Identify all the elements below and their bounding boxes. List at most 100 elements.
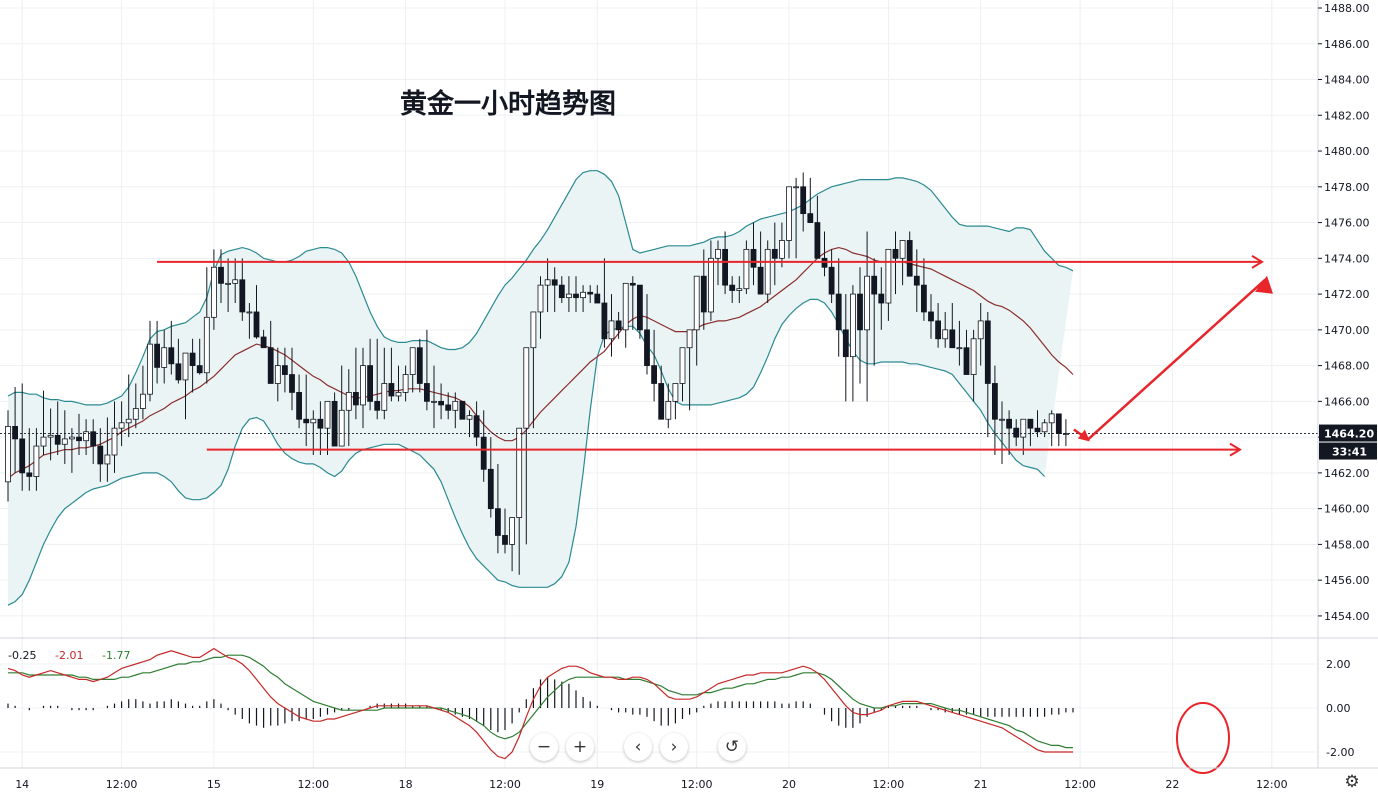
- candle[interactable]: [729, 276, 736, 304]
- candle[interactable]: [708, 240, 714, 321]
- candle[interactable]: [40, 390, 47, 455]
- candle[interactable]: [154, 320, 161, 384]
- candle[interactable]: [1006, 410, 1012, 455]
- candle[interactable]: [260, 329, 267, 349]
- candle[interactable]: [69, 428, 75, 473]
- candle[interactable]: [367, 338, 374, 411]
- candle[interactable]: [537, 276, 544, 339]
- candle[interactable]: [338, 365, 345, 447]
- candle[interactable]: [97, 428, 104, 482]
- candle[interactable]: [381, 347, 388, 420]
- candle[interactable]: [608, 294, 615, 357]
- candle[interactable]: [253, 285, 260, 339]
- candle[interactable]: [999, 401, 1005, 464]
- candle[interactable]: [587, 285, 594, 304]
- candle[interactable]: [828, 249, 835, 304]
- candle[interactable]: [26, 428, 33, 491]
- candle[interactable]: [764, 240, 771, 304]
- candle[interactable]: [139, 365, 146, 420]
- candle[interactable]: [189, 338, 196, 393]
- candle[interactable]: [147, 320, 153, 402]
- candle[interactable]: [949, 303, 956, 349]
- candle[interactable]: [800, 172, 807, 232]
- zoom-in-button[interactable]: +: [566, 733, 594, 761]
- candle[interactable]: [580, 285, 586, 312]
- candle[interactable]: [480, 410, 487, 482]
- candle[interactable]: [601, 258, 608, 348]
- candle[interactable]: [842, 294, 849, 402]
- candle[interactable]: [232, 258, 239, 304]
- chart-settings-button[interactable]: ⚙: [1343, 772, 1361, 792]
- candle[interactable]: [509, 517, 516, 572]
- scroll-right-button[interactable]: ›: [660, 733, 688, 761]
- candle[interactable]: [54, 401, 61, 455]
- candle[interactable]: [1013, 419, 1020, 447]
- candle[interactable]: [992, 365, 998, 455]
- candle[interactable]: [921, 258, 927, 321]
- scroll-left-button[interactable]: ‹: [624, 733, 652, 761]
- candle[interactable]: [445, 392, 452, 420]
- macd-pane[interactable]: -0.25 -2.01 -1.77: [0, 637, 1378, 774]
- candle[interactable]: [203, 267, 210, 384]
- candle[interactable]: [984, 311, 991, 438]
- candle[interactable]: [523, 347, 530, 545]
- candle[interactable]: [530, 311, 537, 429]
- candle[interactable]: [757, 231, 764, 295]
- candle[interactable]: [90, 419, 97, 464]
- candle[interactable]: [5, 410, 11, 502]
- candle[interactable]: [33, 428, 40, 491]
- candle[interactable]: [566, 276, 572, 312]
- candle[interactable]: [296, 374, 303, 429]
- candle[interactable]: [850, 285, 856, 402]
- candle[interactable]: [225, 258, 232, 312]
- candle[interactable]: [1063, 419, 1069, 447]
- candle[interactable]: [807, 177, 814, 223]
- candle[interactable]: [452, 392, 459, 429]
- candle[interactable]: [771, 222, 778, 286]
- candle[interactable]: [558, 276, 565, 304]
- candle[interactable]: [970, 329, 977, 402]
- candle[interactable]: [438, 383, 445, 420]
- candle[interactable]: [963, 329, 970, 375]
- candle[interactable]: [317, 401, 324, 455]
- candle[interactable]: [1027, 418, 1034, 447]
- candlesticks[interactable]: [5, 172, 1069, 575]
- candle[interactable]: [779, 222, 785, 268]
- candle[interactable]: [111, 401, 118, 473]
- candle[interactable]: [118, 401, 125, 447]
- candle[interactable]: [935, 303, 941, 348]
- candle[interactable]: [956, 320, 963, 366]
- candle[interactable]: [658, 365, 665, 420]
- candle[interactable]: [324, 400, 331, 455]
- candle[interactable]: [12, 387, 19, 473]
- candle[interactable]: [395, 365, 402, 402]
- candle[interactable]: [906, 231, 913, 277]
- candle[interactable]: [289, 347, 295, 411]
- candle[interactable]: [551, 267, 558, 312]
- candle[interactable]: [76, 413, 82, 455]
- candle[interactable]: [196, 338, 203, 375]
- candle[interactable]: [431, 365, 437, 429]
- candle[interactable]: [786, 186, 792, 259]
- candle[interactable]: [303, 374, 310, 447]
- candle[interactable]: [665, 383, 672, 429]
- candle[interactable]: [374, 338, 381, 420]
- candle[interactable]: [857, 267, 863, 384]
- candle[interactable]: [239, 258, 246, 321]
- candle[interactable]: [1034, 410, 1041, 438]
- candle[interactable]: [594, 285, 601, 304]
- candle[interactable]: [175, 338, 182, 384]
- candle[interactable]: [686, 329, 693, 411]
- candle[interactable]: [942, 311, 949, 348]
- candle[interactable]: [502, 508, 508, 554]
- candle[interactable]: [47, 408, 54, 461]
- candle[interactable]: [928, 294, 934, 339]
- candle[interactable]: [218, 249, 224, 304]
- candle[interactable]: [104, 417, 111, 482]
- candle[interactable]: [743, 240, 750, 295]
- candle[interactable]: [1048, 410, 1055, 447]
- candle[interactable]: [544, 258, 551, 312]
- candle[interactable]: [693, 275, 700, 366]
- candle[interactable]: [573, 276, 579, 312]
